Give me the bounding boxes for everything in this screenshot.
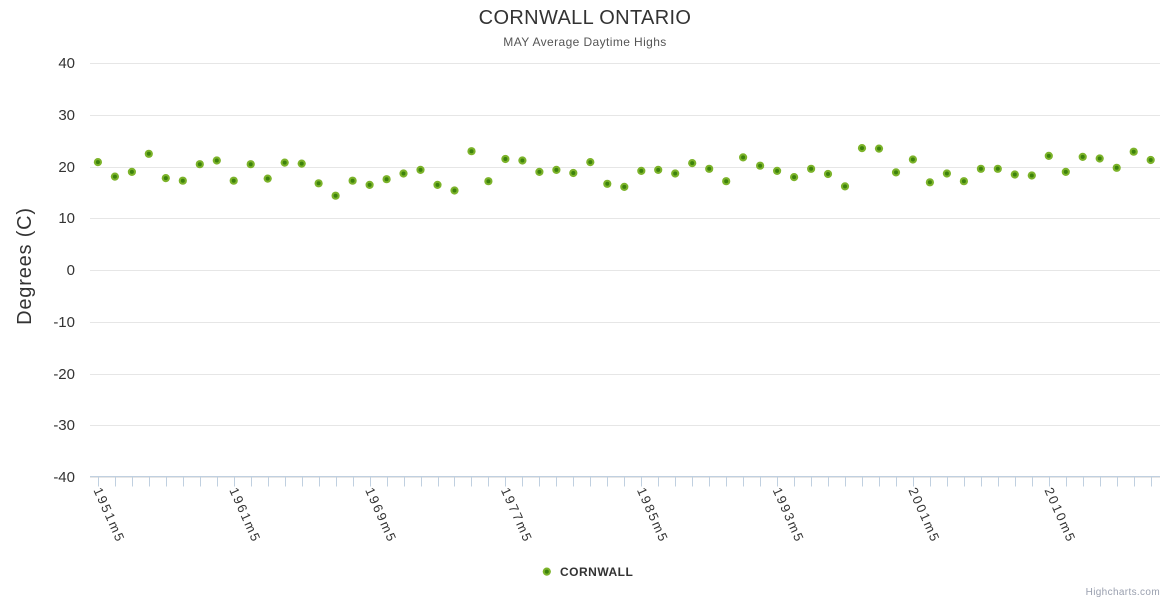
svg-text:-20: -20 [53, 366, 75, 383]
svg-text:Degrees (C): Degrees (C) [14, 207, 36, 325]
svg-text:0: 0 [67, 262, 75, 279]
svg-text:Highcharts.com: Highcharts.com [1086, 587, 1160, 598]
svg-text:MAY Average Daytime Highs: MAY Average Daytime Highs [503, 35, 666, 49]
svg-text:-10: -10 [53, 314, 75, 331]
svg-text:-40: -40 [53, 469, 75, 486]
svg-text:10: 10 [58, 210, 75, 227]
svg-text:CORNWALL: CORNWALL [560, 565, 633, 579]
svg-text:40: 40 [58, 55, 75, 72]
svg-text:20: 20 [58, 159, 75, 176]
svg-text:30: 30 [58, 107, 75, 124]
svg-text:CORNWALL ONTARIO: CORNWALL ONTARIO [479, 7, 692, 29]
svg-text:-30: -30 [53, 417, 75, 434]
